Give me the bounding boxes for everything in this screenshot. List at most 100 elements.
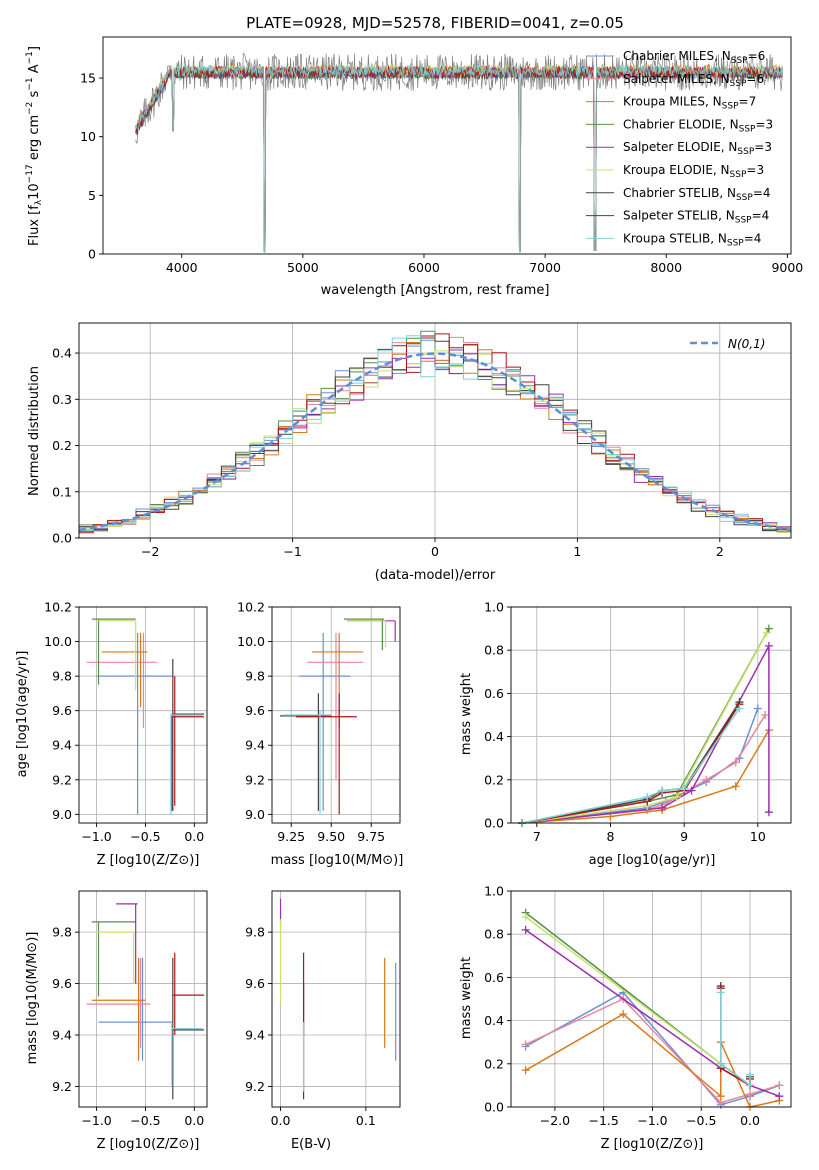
y-tick-label: 0.8 <box>484 643 504 658</box>
age-vs-Z-xlabel: Z [log10(Z/Z⊙)] <box>97 853 200 868</box>
series-marker <box>521 925 530 934</box>
series-marker <box>702 775 711 784</box>
series-marker <box>619 1010 628 1019</box>
age-vs-Z-panel: −1.0 −0.5 0.0 9.0 9.2 9.4 9.6 9.8 10.0 10.2 <box>44 600 208 844</box>
x-tick-label: 6000 <box>408 260 440 275</box>
weight-vs-Z-xlabel: Z [log10(Z/Z⊙)] <box>601 1137 704 1152</box>
x-tick-label: 0 <box>431 544 439 559</box>
y-tick-label: 0.0 <box>52 531 72 546</box>
series-marker <box>775 1081 784 1090</box>
residuals-xlabel: (data-model)/error <box>375 568 496 583</box>
series-marker <box>753 704 762 713</box>
y-tick-label: 10.0 <box>237 634 265 649</box>
series-marker <box>716 1059 725 1068</box>
x-tick-label: −0.5 <box>130 829 160 844</box>
x-tick-label: 7 <box>533 829 541 844</box>
y-tick-label: 10.0 <box>44 634 72 649</box>
series-marker <box>735 704 744 713</box>
series-line <box>521 703 741 824</box>
normal-legend-label: N(0,1) <box>728 337 765 351</box>
series-line <box>521 632 768 824</box>
series-marker <box>521 1040 530 1049</box>
legend-label: Kroupa STELIB, NSSP=4 <box>623 231 761 248</box>
series-line <box>720 988 751 1087</box>
x-tick-label: 9.50 <box>317 829 345 844</box>
panel-frame <box>510 890 792 1108</box>
x-tick-label: 5000 <box>287 260 319 275</box>
y-tick-label: 10.2 <box>44 600 72 615</box>
weight-vs-Z-panel: −2.0 −1.5 −1.0 −0.5 0.0 0.0 0.2 0.4 0.6 0.8 1.0 <box>484 884 792 1128</box>
spectrum-xlabel: wavelength [Angstrom, rest frame] <box>321 283 550 298</box>
crosses <box>280 618 396 815</box>
legend-label: Kroupa MILES, NSSP=7 <box>623 95 756 112</box>
x-tick-label: 0.1 <box>356 1113 376 1128</box>
weight-vs-Z-ylabel: mass weight <box>459 957 474 1039</box>
x-tick-label: 10 <box>750 829 766 844</box>
y-tick-label: 9.6 <box>52 703 72 718</box>
residuals-frame <box>78 322 792 539</box>
y-tick-label: 0.0 <box>484 1100 504 1115</box>
mass-vs-Z-xlabel: Z [log10(Z/Z⊙)] <box>97 1137 200 1152</box>
y-tick-label: 0.4 <box>484 1013 504 1028</box>
y-tick-label: 0.3 <box>52 392 72 407</box>
x-tick-label: 9 <box>680 829 688 844</box>
y-tick-label: 0.4 <box>484 729 504 744</box>
y-tick-label: 9.4 <box>245 738 265 753</box>
model-spectrum <box>135 63 783 253</box>
series-marker <box>761 711 770 719</box>
x-tick-label: −2 <box>141 544 159 559</box>
series-marker <box>521 1066 530 1075</box>
y-tick-label: 9.2 <box>52 772 72 787</box>
crosses <box>86 903 205 1100</box>
x-tick-label: −1.5 <box>589 1113 619 1128</box>
spectrum-ylabel: Flux [fλ10−17 erg cm−2 s−1 A−1] <box>25 46 44 246</box>
x-tick-label: 8 <box>606 829 614 844</box>
y-tick-label: 9.0 <box>52 807 72 822</box>
legend-label: Chabrier ELODIE, NSSP=3 <box>623 117 773 134</box>
spectrum-legend: Chabrier MILES, NSSP=6 Salpeter MILES, NS… <box>586 49 773 248</box>
axes: −1.0 −0.5 0.0 9.0 9.2 9.4 9.6 9.8 10.0 10.2 <box>44 600 207 844</box>
legend-label: Salpeter MILES, NSSP=6 <box>623 72 764 89</box>
crosses <box>86 618 205 815</box>
series-marker <box>658 786 667 795</box>
series-marker <box>672 793 681 802</box>
series-marker <box>746 1070 755 1079</box>
panel-frame <box>78 606 208 824</box>
y-tick-label: 9.8 <box>245 925 265 940</box>
mass-vs-Z-panel: −1.0 −0.5 0.0 9.2 9.4 9.6 9.8 <box>52 890 208 1128</box>
series-marker <box>687 786 696 795</box>
series-marker <box>764 641 773 650</box>
y-tick-label: 0.2 <box>484 1056 504 1071</box>
x-tick-label: 2 <box>716 544 724 559</box>
series <box>521 908 784 1111</box>
x-tick-label: −2.0 <box>540 1113 570 1128</box>
series-marker <box>731 758 740 767</box>
panel-frame <box>510 606 792 824</box>
y-tick-label: 9.8 <box>245 669 265 684</box>
series-marker <box>731 782 740 791</box>
series-marker <box>521 912 530 921</box>
series-marker <box>658 803 667 812</box>
series-line <box>521 628 770 824</box>
x-tick-label: 9000 <box>771 260 803 275</box>
series-marker <box>775 1092 784 1101</box>
y-tick-label: 0.6 <box>484 686 504 701</box>
y-tick-label: 0.4 <box>52 346 72 361</box>
mass-vs-ebv-panel: 0.0 0.1 9.2 9.4 9.6 9.8 <box>245 890 401 1128</box>
x-tick-label: 0.0 <box>184 829 204 844</box>
x-tick-label: 8000 <box>650 260 682 275</box>
legend-label: Chabrier STELIB, NSSP=4 <box>623 186 771 203</box>
axes: −1.0 −0.5 0.0 9.2 9.4 9.6 9.8 <box>52 891 207 1128</box>
series-marker <box>746 1081 755 1090</box>
model-spectrum <box>135 64 783 253</box>
y-tick-label: 0.6 <box>484 970 504 985</box>
residuals-legend: N(0,1) <box>690 337 765 351</box>
weight-vs-age-ylabel: mass weight <box>459 673 474 755</box>
x-tick-label: −0.5 <box>130 1113 160 1128</box>
age-vs-Z-ylabel: age [log10(age/yr)] <box>15 651 30 778</box>
x-tick-label: 9.75 <box>357 829 385 844</box>
y-tick-label: 9.4 <box>52 1028 72 1043</box>
y-tick-label: 10.2 <box>237 600 265 615</box>
residuals-ylabel: Normed distribution <box>27 366 42 496</box>
